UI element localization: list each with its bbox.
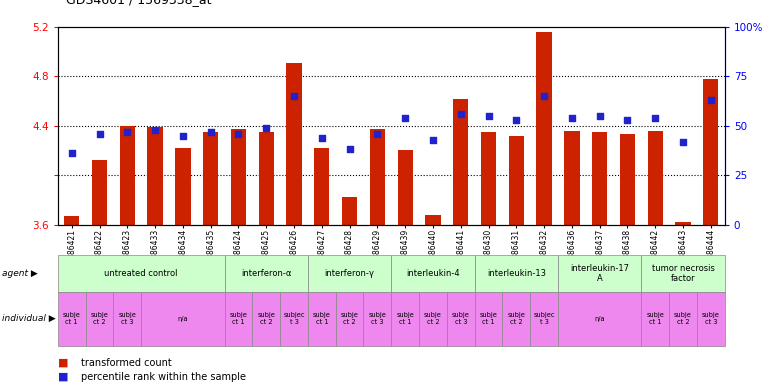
Text: individual ▶: individual ▶	[2, 314, 56, 323]
Text: transformed count: transformed count	[81, 358, 172, 368]
Text: subje
ct 1: subje ct 1	[396, 312, 414, 325]
Text: untreated control: untreated control	[104, 269, 178, 278]
Point	[427, 137, 439, 143]
Point	[288, 93, 300, 99]
Bar	[620, 134, 635, 225]
Point	[649, 115, 662, 121]
Text: subje
ct 3: subje ct 3	[452, 312, 470, 325]
Bar	[564, 131, 580, 225]
Text: percentile rank within the sample: percentile rank within the sample	[81, 372, 246, 382]
Text: subje
ct 1: subje ct 1	[230, 312, 247, 325]
Point	[621, 117, 634, 123]
Point	[510, 117, 523, 123]
Bar	[314, 148, 329, 225]
Bar	[592, 132, 608, 225]
Text: subje
ct 3: subje ct 3	[369, 312, 386, 325]
Text: subje
ct 2: subje ct 2	[674, 312, 692, 325]
Text: subje
ct 2: subje ct 2	[90, 312, 109, 325]
Bar	[258, 132, 274, 225]
Bar	[370, 129, 385, 225]
Text: subje
ct 3: subje ct 3	[119, 312, 136, 325]
Point	[399, 115, 412, 121]
Bar	[509, 136, 524, 225]
Point	[566, 115, 578, 121]
Bar	[537, 32, 552, 225]
Bar	[342, 197, 357, 225]
Bar	[64, 216, 79, 225]
Point	[315, 134, 328, 141]
Bar	[120, 126, 135, 225]
Text: subje
ct 2: subje ct 2	[507, 312, 525, 325]
Bar	[286, 63, 301, 225]
Text: subje
ct 2: subje ct 2	[424, 312, 442, 325]
Text: subje
ct 1: subje ct 1	[646, 312, 664, 325]
Point	[260, 125, 272, 131]
Text: GDS4601 / 1569338_at: GDS4601 / 1569338_at	[66, 0, 211, 6]
Bar	[203, 132, 218, 225]
Bar	[231, 129, 246, 225]
Bar	[92, 161, 107, 225]
Text: agent ▶: agent ▶	[2, 269, 37, 278]
Bar	[147, 127, 163, 225]
Point	[455, 111, 467, 117]
Bar	[481, 132, 497, 225]
Point	[93, 131, 106, 137]
Text: subjec
t 3: subjec t 3	[534, 312, 555, 325]
Bar	[675, 222, 691, 225]
Bar	[398, 151, 412, 225]
Text: subje
ct 2: subje ct 2	[258, 312, 275, 325]
Text: interleukin-17
A: interleukin-17 A	[571, 264, 629, 283]
Point	[371, 131, 383, 137]
Text: subje
ct 3: subje ct 3	[702, 312, 720, 325]
Text: subjec
t 3: subjec t 3	[283, 312, 305, 325]
Text: subje
ct 1: subje ct 1	[480, 312, 497, 325]
Bar	[648, 131, 663, 225]
Point	[538, 93, 550, 99]
Text: tumor necrosis
factor: tumor necrosis factor	[651, 264, 715, 283]
Bar	[453, 99, 469, 225]
Bar	[175, 148, 190, 225]
Text: subje
ct 1: subje ct 1	[313, 312, 331, 325]
Point	[121, 129, 133, 135]
Point	[232, 131, 244, 137]
Point	[343, 146, 355, 152]
Point	[204, 129, 217, 135]
Text: ■: ■	[58, 358, 69, 368]
Text: subje
ct 1: subje ct 1	[62, 312, 81, 325]
Text: n/a: n/a	[594, 316, 605, 322]
Point	[594, 113, 606, 119]
Point	[149, 127, 161, 133]
Point	[483, 113, 495, 119]
Bar	[703, 79, 719, 225]
Text: interleukin-13: interleukin-13	[487, 269, 546, 278]
Point	[177, 132, 189, 139]
Text: interferon-γ: interferon-γ	[325, 269, 375, 278]
Text: subje
ct 2: subje ct 2	[341, 312, 359, 325]
Text: interleukin-4: interleukin-4	[406, 269, 460, 278]
Text: interferon-α: interferon-α	[241, 269, 291, 278]
Text: n/a: n/a	[177, 316, 188, 322]
Text: ■: ■	[58, 372, 69, 382]
Point	[677, 139, 689, 145]
Point	[705, 97, 717, 103]
Bar	[426, 215, 440, 225]
Point	[66, 151, 78, 157]
